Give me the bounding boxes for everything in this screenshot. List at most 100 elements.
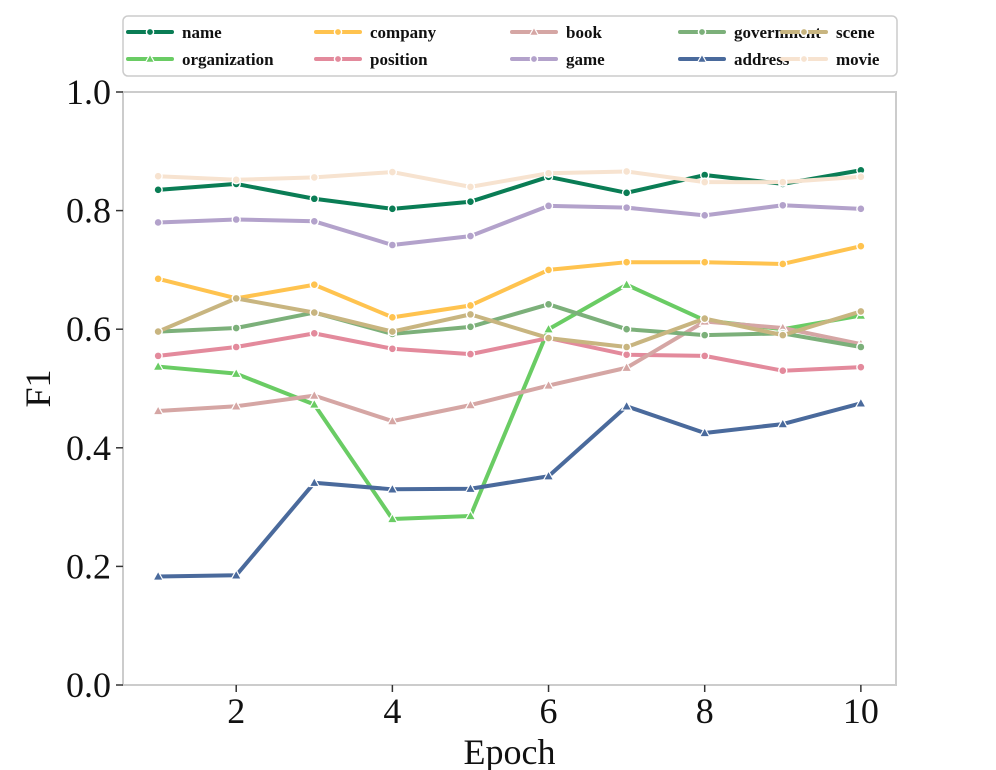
data-point-game [153, 217, 163, 228]
data-point-address [308, 476, 321, 488]
data-point-movie [700, 177, 710, 187]
data-point-movie [231, 175, 241, 185]
data-point-movie [856, 172, 866, 182]
series-address [152, 396, 867, 581]
series-position [153, 328, 866, 376]
x-axis-title: Epoch [464, 732, 556, 770]
legend-marker [528, 26, 540, 36]
data-point-address [152, 569, 165, 581]
data-point-government [231, 323, 241, 333]
data-point-movie [387, 167, 398, 177]
legend-marker [144, 53, 156, 63]
data-point-position [621, 349, 632, 360]
data-point-position [309, 328, 319, 339]
x-tick-label: 6 [540, 691, 558, 731]
data-point-game [778, 200, 788, 210]
data-point-organization [386, 512, 399, 524]
data-point-scene [543, 333, 554, 343]
legend-label: book [566, 23, 602, 42]
y-tick-label: 0.2 [66, 546, 111, 586]
series-line-government [156, 302, 863, 349]
data-point-company [387, 312, 398, 323]
data-point-scene [153, 326, 163, 337]
series-name [153, 165, 866, 214]
legend-marker [145, 27, 155, 37]
data-point-company [153, 274, 163, 284]
data-point-game [387, 240, 398, 250]
data-point-movie [465, 182, 476, 192]
data-point-address [230, 568, 243, 580]
legend-entry-name: name [126, 23, 222, 42]
legend-marker [799, 54, 809, 64]
data-point-company [700, 257, 710, 267]
y-tick-label: 0.0 [66, 665, 111, 705]
legend-entry-movie: movie [780, 50, 880, 69]
data-point-scene [778, 330, 788, 340]
series-game [153, 200, 866, 250]
data-point-book [542, 379, 555, 390]
series-line-company [156, 244, 863, 320]
data-point-book [620, 361, 633, 373]
data-point-position [700, 351, 710, 361]
data-point-movie [778, 177, 788, 187]
data-point-scene [387, 326, 398, 337]
legend-marker [696, 53, 708, 63]
data-point-address [776, 417, 789, 429]
data-point-organization [464, 509, 477, 521]
data-point-government [856, 342, 866, 352]
data-point-book [386, 414, 399, 426]
data-point-book [230, 399, 243, 411]
series-line-scene [156, 296, 863, 349]
data-point-position [778, 366, 788, 376]
legend-label: position [370, 50, 428, 69]
y-axis-title: F1 [18, 369, 58, 407]
data-point-position [153, 351, 163, 361]
data-point-book [464, 398, 477, 410]
data-point-name [465, 197, 476, 207]
series-layer [152, 165, 867, 581]
data-point-position [465, 349, 476, 359]
data-point-address [386, 482, 399, 494]
data-point-name [309, 194, 319, 204]
data-point-game [309, 216, 319, 226]
series-scene [153, 293, 866, 352]
legend-label: game [566, 50, 605, 69]
legend-entry-scene: scene [780, 23, 875, 42]
legend-label: address [734, 50, 790, 69]
data-point-position [856, 362, 866, 372]
plot-frame [122, 91, 897, 686]
data-point-organization [308, 398, 321, 409]
data-point-movie [543, 168, 554, 178]
data-point-scene [856, 306, 866, 317]
legend-marker [333, 54, 343, 64]
series-line-game [156, 203, 863, 247]
legend-label: name [182, 23, 222, 42]
data-point-game [465, 231, 476, 241]
data-point-game [621, 202, 632, 213]
data-point-company [543, 265, 554, 275]
data-point-organization [152, 360, 165, 371]
data-point-government [465, 322, 476, 332]
x-tick-label: 4 [383, 691, 401, 731]
data-point-movie [621, 166, 632, 177]
data-point-scene [700, 313, 710, 324]
series-company [153, 241, 866, 323]
data-point-book [308, 389, 321, 400]
series-line-name [156, 168, 863, 211]
data-point-organization [620, 278, 633, 290]
legend-label: government [734, 23, 821, 42]
data-point-movie [309, 172, 319, 183]
data-point-game [231, 214, 241, 225]
data-point-name [621, 188, 632, 198]
data-point-game [543, 201, 554, 211]
legend-marker [333, 27, 343, 37]
legend-entry-position: position [314, 50, 428, 69]
data-point-scene [231, 293, 241, 304]
legend-marker [529, 54, 539, 64]
data-point-company [465, 300, 476, 311]
legend-entry-company: company [314, 23, 437, 42]
series-line-book [156, 319, 863, 424]
data-point-government [700, 330, 710, 340]
legend-entry-organization: organization [126, 50, 274, 69]
data-point-address [464, 482, 477, 494]
